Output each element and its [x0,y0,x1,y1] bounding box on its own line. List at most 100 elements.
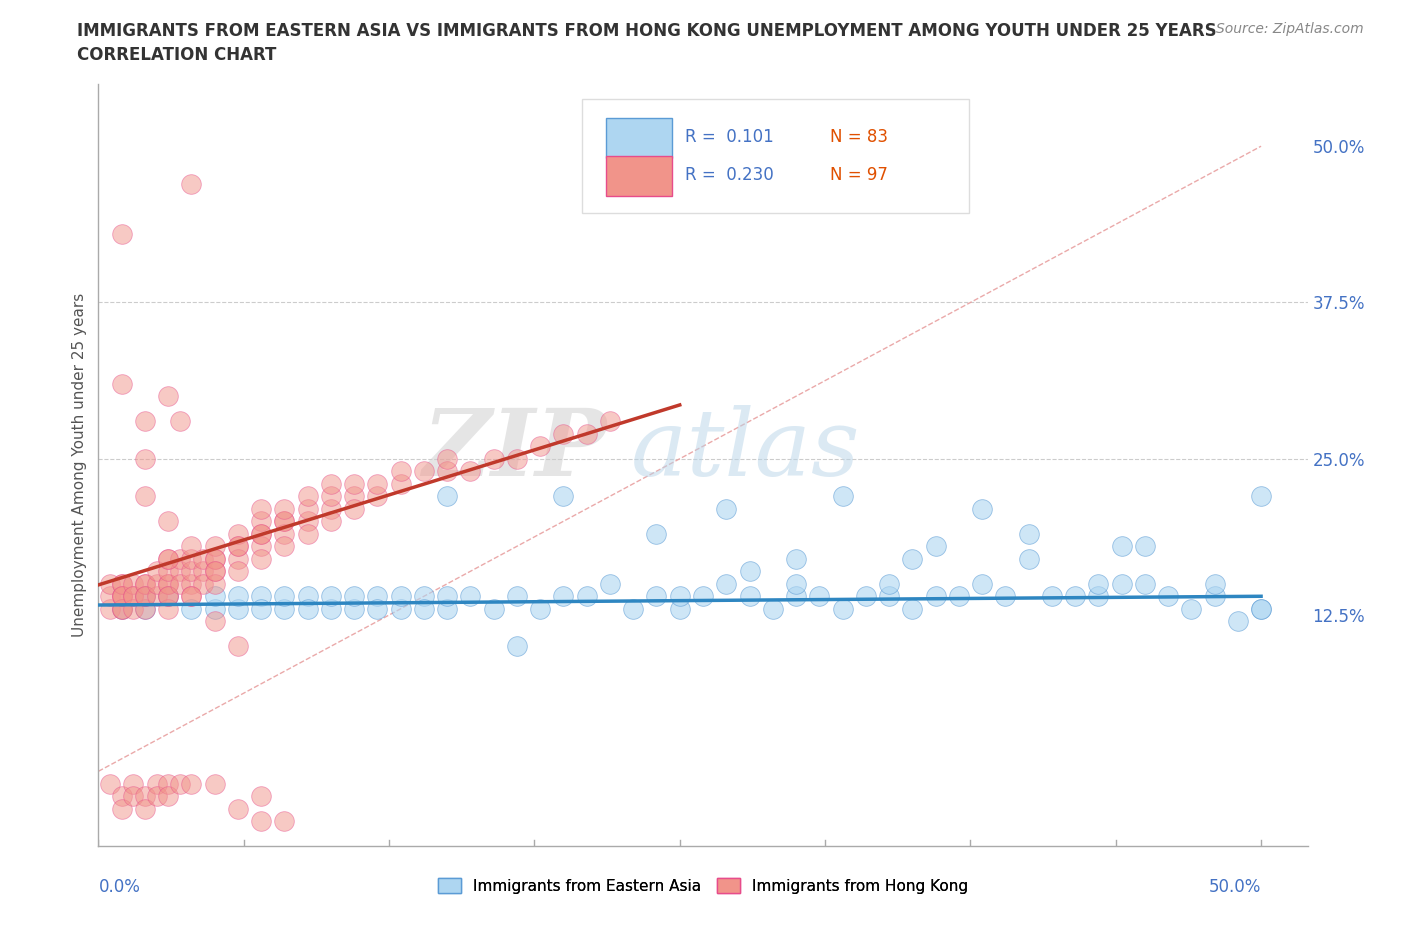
Point [668,589,690,604]
Point [413,589,436,604]
Point [553,426,575,441]
Point [180,564,202,578]
Point [1133,577,1156,591]
Point [226,551,249,566]
Point [111,577,134,591]
Point [169,551,191,566]
Point [389,464,412,479]
Point [1204,577,1226,591]
Point [157,564,180,578]
Point [157,789,180,804]
Point [831,489,853,504]
Point [343,501,366,516]
Point [204,589,226,604]
Point [970,577,993,591]
Point [319,501,342,516]
Point [134,489,156,504]
Point [762,602,785,617]
Point [134,589,156,604]
Point [134,577,156,591]
Point [204,614,226,629]
Point [1087,589,1109,604]
Text: R =  0.101: R = 0.101 [685,128,773,146]
Text: atlas: atlas [630,405,860,495]
Point [924,589,946,604]
Point [157,551,180,566]
Point [111,226,134,241]
Point [98,589,121,604]
Point [621,602,644,617]
Point [389,602,412,617]
Point [111,377,134,392]
Point [506,589,529,604]
Point [191,551,214,566]
Point [157,389,180,404]
Point [204,538,226,553]
Point [1250,602,1272,617]
Point [226,538,249,553]
Point [273,589,295,604]
Text: 0.0%: 0.0% [98,878,141,896]
Point [226,538,249,553]
Text: 50.0%: 50.0% [1209,878,1261,896]
Point [297,489,319,504]
Point [319,513,342,528]
Point [1040,589,1063,604]
Point [645,589,668,604]
Point [180,577,202,591]
Point [994,589,1017,604]
Point [111,589,134,604]
Point [157,551,180,566]
Point [366,489,388,504]
Point [122,589,145,604]
Point [1111,577,1133,591]
Point [948,589,970,604]
FancyBboxPatch shape [582,99,969,213]
Point [506,639,529,654]
Point [145,589,167,604]
Point [98,577,121,591]
Point [134,589,156,604]
Point [1018,551,1040,566]
Point [877,589,900,604]
Point [111,589,134,604]
Text: R =  0.230: R = 0.230 [685,166,773,184]
Point [134,589,156,604]
Point [319,589,342,604]
Point [343,602,366,617]
Point [180,177,202,192]
Point [901,551,924,566]
Point [901,602,924,617]
Point [343,489,366,504]
Point [436,464,458,479]
Point [157,577,180,591]
Point [134,451,156,466]
Point [122,777,145,791]
Point [250,526,273,541]
Point [273,513,295,528]
Point [1226,614,1249,629]
Point [250,513,273,528]
Point [250,526,273,541]
Point [180,777,202,791]
Point [122,577,145,591]
Point [668,602,690,617]
Point [808,589,831,604]
Point [785,551,807,566]
Point [111,602,134,617]
Text: CORRELATION CHART: CORRELATION CHART [77,46,277,64]
Point [134,577,156,591]
Point [1250,602,1272,617]
Point [157,589,180,604]
Point [716,577,738,591]
Point [111,789,134,804]
Point [692,589,714,604]
Point [134,602,156,617]
Point [145,777,167,791]
Point [599,577,621,591]
Point [226,564,249,578]
Point [1018,526,1040,541]
Point [145,564,167,578]
Point [785,577,807,591]
Point [1064,589,1087,604]
